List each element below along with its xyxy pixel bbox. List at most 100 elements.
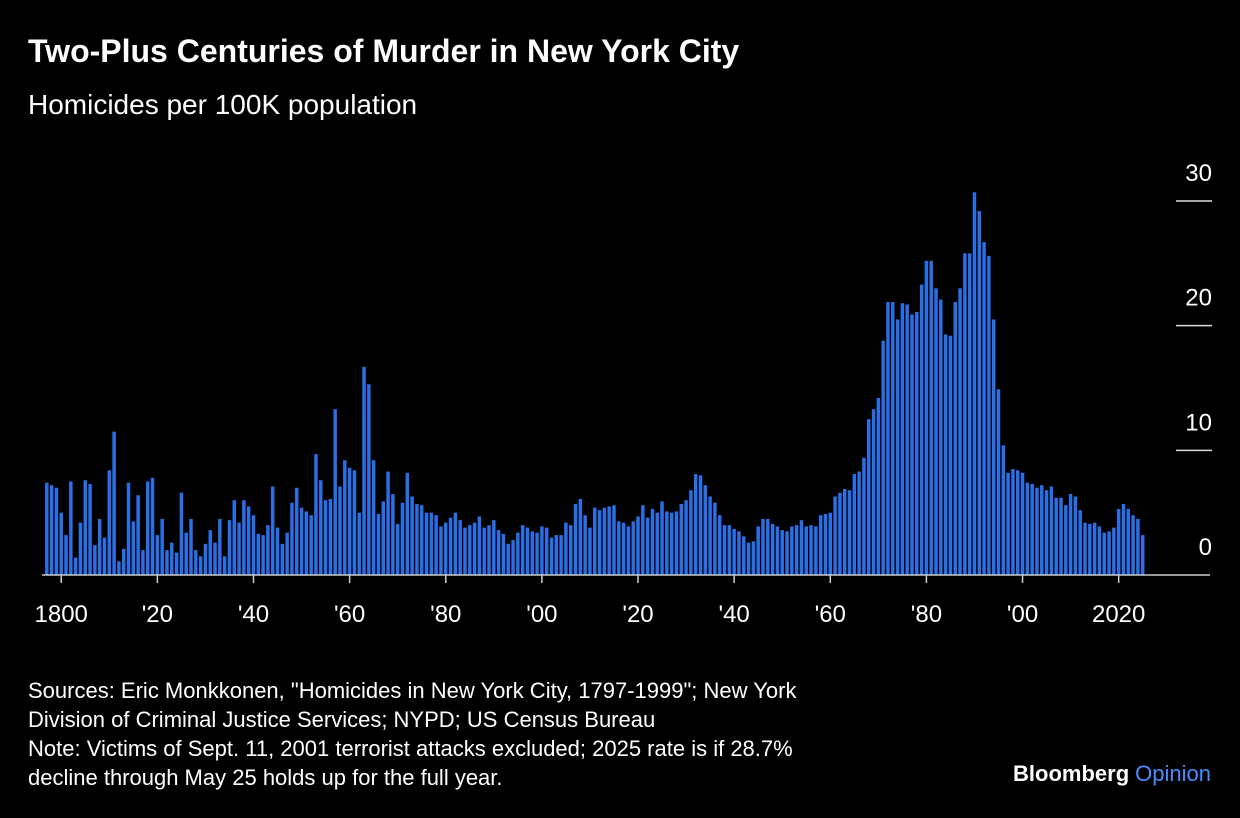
bar bbox=[915, 311, 919, 575]
bar bbox=[1006, 472, 1010, 575]
bar bbox=[83, 480, 87, 575]
bar bbox=[314, 454, 318, 575]
bar bbox=[809, 525, 813, 575]
bar bbox=[1020, 472, 1025, 575]
bar bbox=[266, 525, 270, 575]
bar bbox=[395, 523, 400, 575]
bar bbox=[391, 493, 395, 575]
bar bbox=[544, 527, 549, 575]
bar bbox=[410, 496, 414, 575]
bar bbox=[891, 301, 895, 575]
bar bbox=[174, 552, 179, 575]
bar bbox=[708, 496, 712, 575]
bar bbox=[645, 517, 650, 575]
bar bbox=[165, 550, 169, 575]
bar bbox=[525, 527, 530, 575]
bar bbox=[828, 512, 833, 575]
bar bbox=[280, 543, 285, 575]
bar bbox=[963, 253, 967, 576]
bar bbox=[597, 510, 602, 575]
bar bbox=[823, 513, 828, 575]
bar bbox=[59, 512, 63, 575]
x-tick-label: '80 bbox=[430, 601, 461, 628]
bar bbox=[434, 515, 438, 575]
bar bbox=[323, 500, 328, 575]
x-tick-label: '40 bbox=[238, 601, 269, 628]
bar bbox=[737, 531, 741, 575]
bar bbox=[934, 288, 938, 575]
bar bbox=[991, 319, 996, 575]
footnote: Division of Criminal Justice Services; N… bbox=[28, 707, 655, 732]
bar bbox=[1025, 482, 1030, 575]
bar bbox=[790, 526, 794, 575]
bar bbox=[468, 525, 472, 575]
bar bbox=[564, 522, 568, 575]
x-tick-label: '00 bbox=[1007, 601, 1038, 628]
bar bbox=[64, 535, 68, 575]
bar bbox=[472, 522, 477, 575]
bar bbox=[1073, 496, 1078, 575]
bar bbox=[203, 543, 208, 575]
bar bbox=[742, 536, 746, 575]
bar bbox=[910, 314, 914, 575]
bar bbox=[602, 507, 607, 575]
bar bbox=[1078, 510, 1082, 575]
bar bbox=[73, 557, 78, 575]
bar bbox=[1001, 445, 1006, 575]
bar bbox=[982, 242, 986, 575]
bar bbox=[319, 480, 323, 575]
bar bbox=[684, 500, 688, 575]
bar bbox=[213, 542, 217, 575]
logo-brand: Bloomberg bbox=[1013, 761, 1129, 786]
bar bbox=[256, 533, 261, 575]
bar bbox=[857, 471, 861, 575]
bar bbox=[650, 508, 655, 575]
bar bbox=[761, 518, 765, 575]
bar bbox=[881, 340, 885, 575]
bar bbox=[1088, 523, 1092, 575]
bar bbox=[1092, 522, 1097, 575]
bar bbox=[376, 513, 381, 575]
bar bbox=[631, 521, 635, 575]
bar bbox=[516, 532, 520, 575]
bar bbox=[1136, 518, 1140, 575]
bar bbox=[924, 260, 929, 575]
bar bbox=[996, 389, 1001, 575]
bar bbox=[785, 531, 789, 575]
bar bbox=[1140, 535, 1145, 575]
bar bbox=[1049, 486, 1054, 575]
bar bbox=[102, 537, 107, 575]
bar bbox=[93, 545, 97, 575]
bar bbox=[900, 303, 905, 575]
bar bbox=[453, 512, 458, 575]
bar bbox=[953, 301, 957, 575]
bar bbox=[520, 525, 525, 575]
bar bbox=[751, 541, 756, 575]
bar bbox=[1059, 497, 1063, 575]
bar bbox=[237, 522, 241, 575]
bar bbox=[146, 481, 150, 575]
footnote: Note: Victims of Sept. 11, 2001 terroris… bbox=[28, 736, 793, 761]
bar bbox=[833, 496, 837, 575]
chart-subtitle: Homicides per 100K population bbox=[28, 89, 417, 120]
x-tick-label: '60 bbox=[334, 601, 365, 628]
bar bbox=[1035, 487, 1039, 575]
bar bbox=[775, 526, 780, 575]
x-tick-label: '00 bbox=[526, 601, 557, 628]
bar bbox=[117, 561, 121, 575]
bar bbox=[583, 515, 587, 575]
bar bbox=[1016, 470, 1020, 575]
bar bbox=[814, 526, 818, 575]
bar bbox=[97, 518, 102, 575]
bar bbox=[88, 483, 92, 575]
bar bbox=[54, 487, 59, 575]
bar bbox=[242, 500, 246, 575]
bar bbox=[424, 512, 429, 575]
bar bbox=[338, 486, 342, 575]
bar bbox=[621, 522, 626, 575]
bar bbox=[895, 319, 900, 575]
bar bbox=[179, 492, 184, 575]
bar bbox=[501, 533, 506, 575]
bar bbox=[943, 334, 948, 575]
bar bbox=[357, 512, 361, 575]
